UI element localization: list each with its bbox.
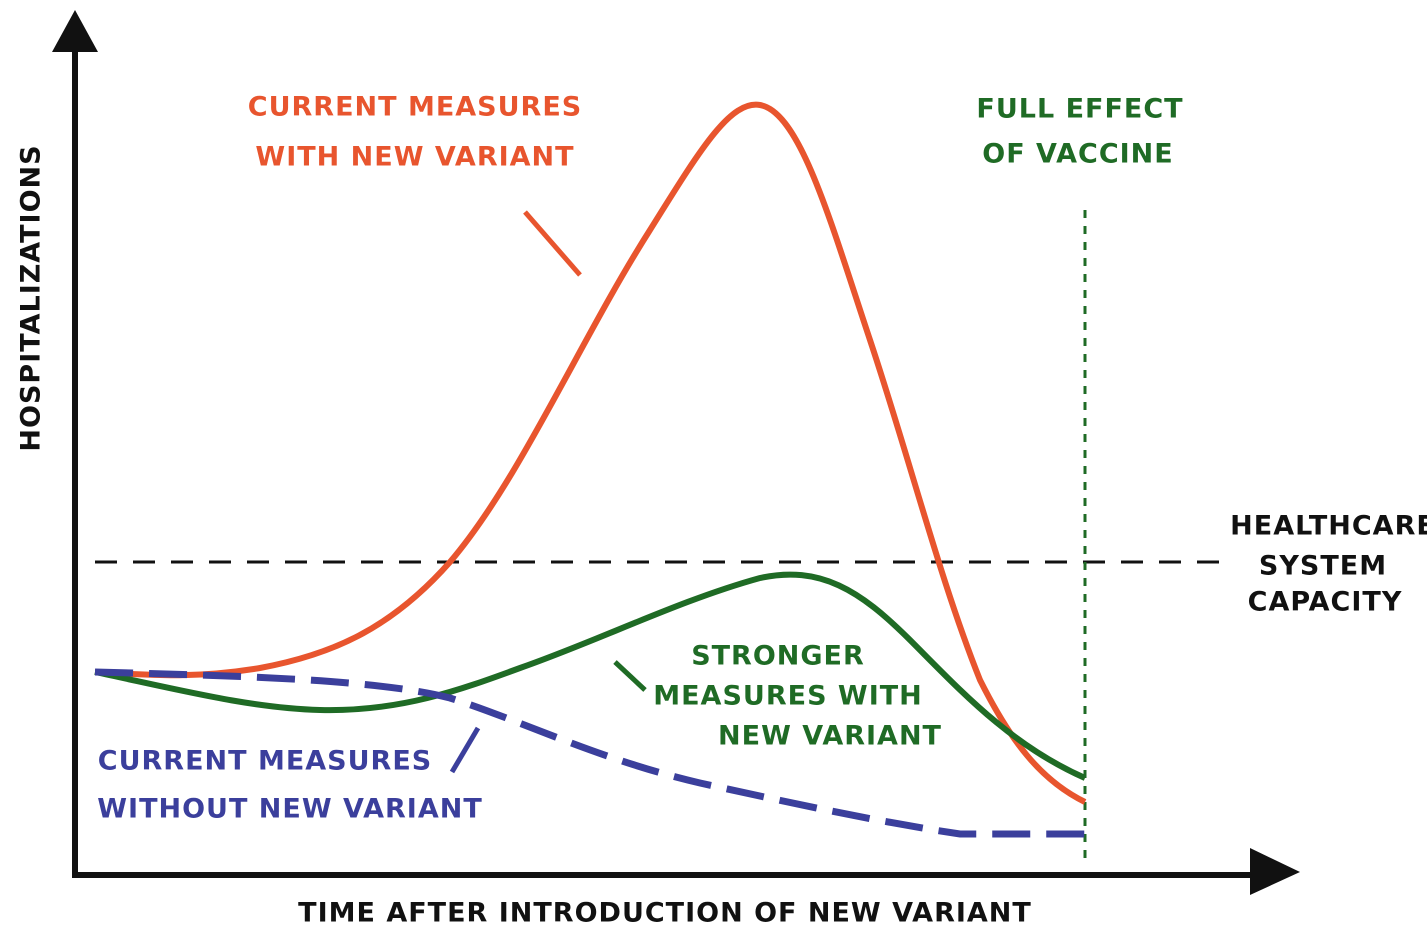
- annotation: WITHOUT NEW VARIANT: [97, 794, 482, 825]
- annotation: NEW VARIANT: [718, 721, 942, 752]
- annotation: MEASURES WITH: [653, 681, 923, 712]
- annotation: OF VACCINE: [982, 139, 1173, 170]
- annotation: WITH NEW VARIANT: [255, 142, 574, 173]
- annotation: CURRENT MEASURES: [248, 92, 582, 123]
- annotation: STRONGER: [691, 641, 865, 672]
- curve-stronger-with-variant: [94, 571, 1087, 781]
- y-arrow: [52, 10, 98, 52]
- annotation: SYSTEM: [1259, 551, 1387, 582]
- annotation: FULL EFFECT: [976, 94, 1183, 125]
- x-arrow: [1250, 848, 1300, 895]
- annotation: CAPACITY: [1248, 587, 1403, 618]
- pointer: [613, 660, 647, 692]
- annotation: HEALTHCARE: [1230, 511, 1427, 542]
- pointer: [523, 210, 582, 277]
- annotation: CURRENT MEASURES: [98, 746, 432, 777]
- x-axis-label: TIME AFTER INTRODUCTION OF NEW VARIANT: [298, 898, 1032, 929]
- pointer: [449, 726, 481, 774]
- curve-current-with-variant: [94, 101, 1087, 805]
- curve-current-without-variant: [94, 668, 1085, 838]
- y-axis-label: HOSPITALIZATIONS: [16, 144, 47, 451]
